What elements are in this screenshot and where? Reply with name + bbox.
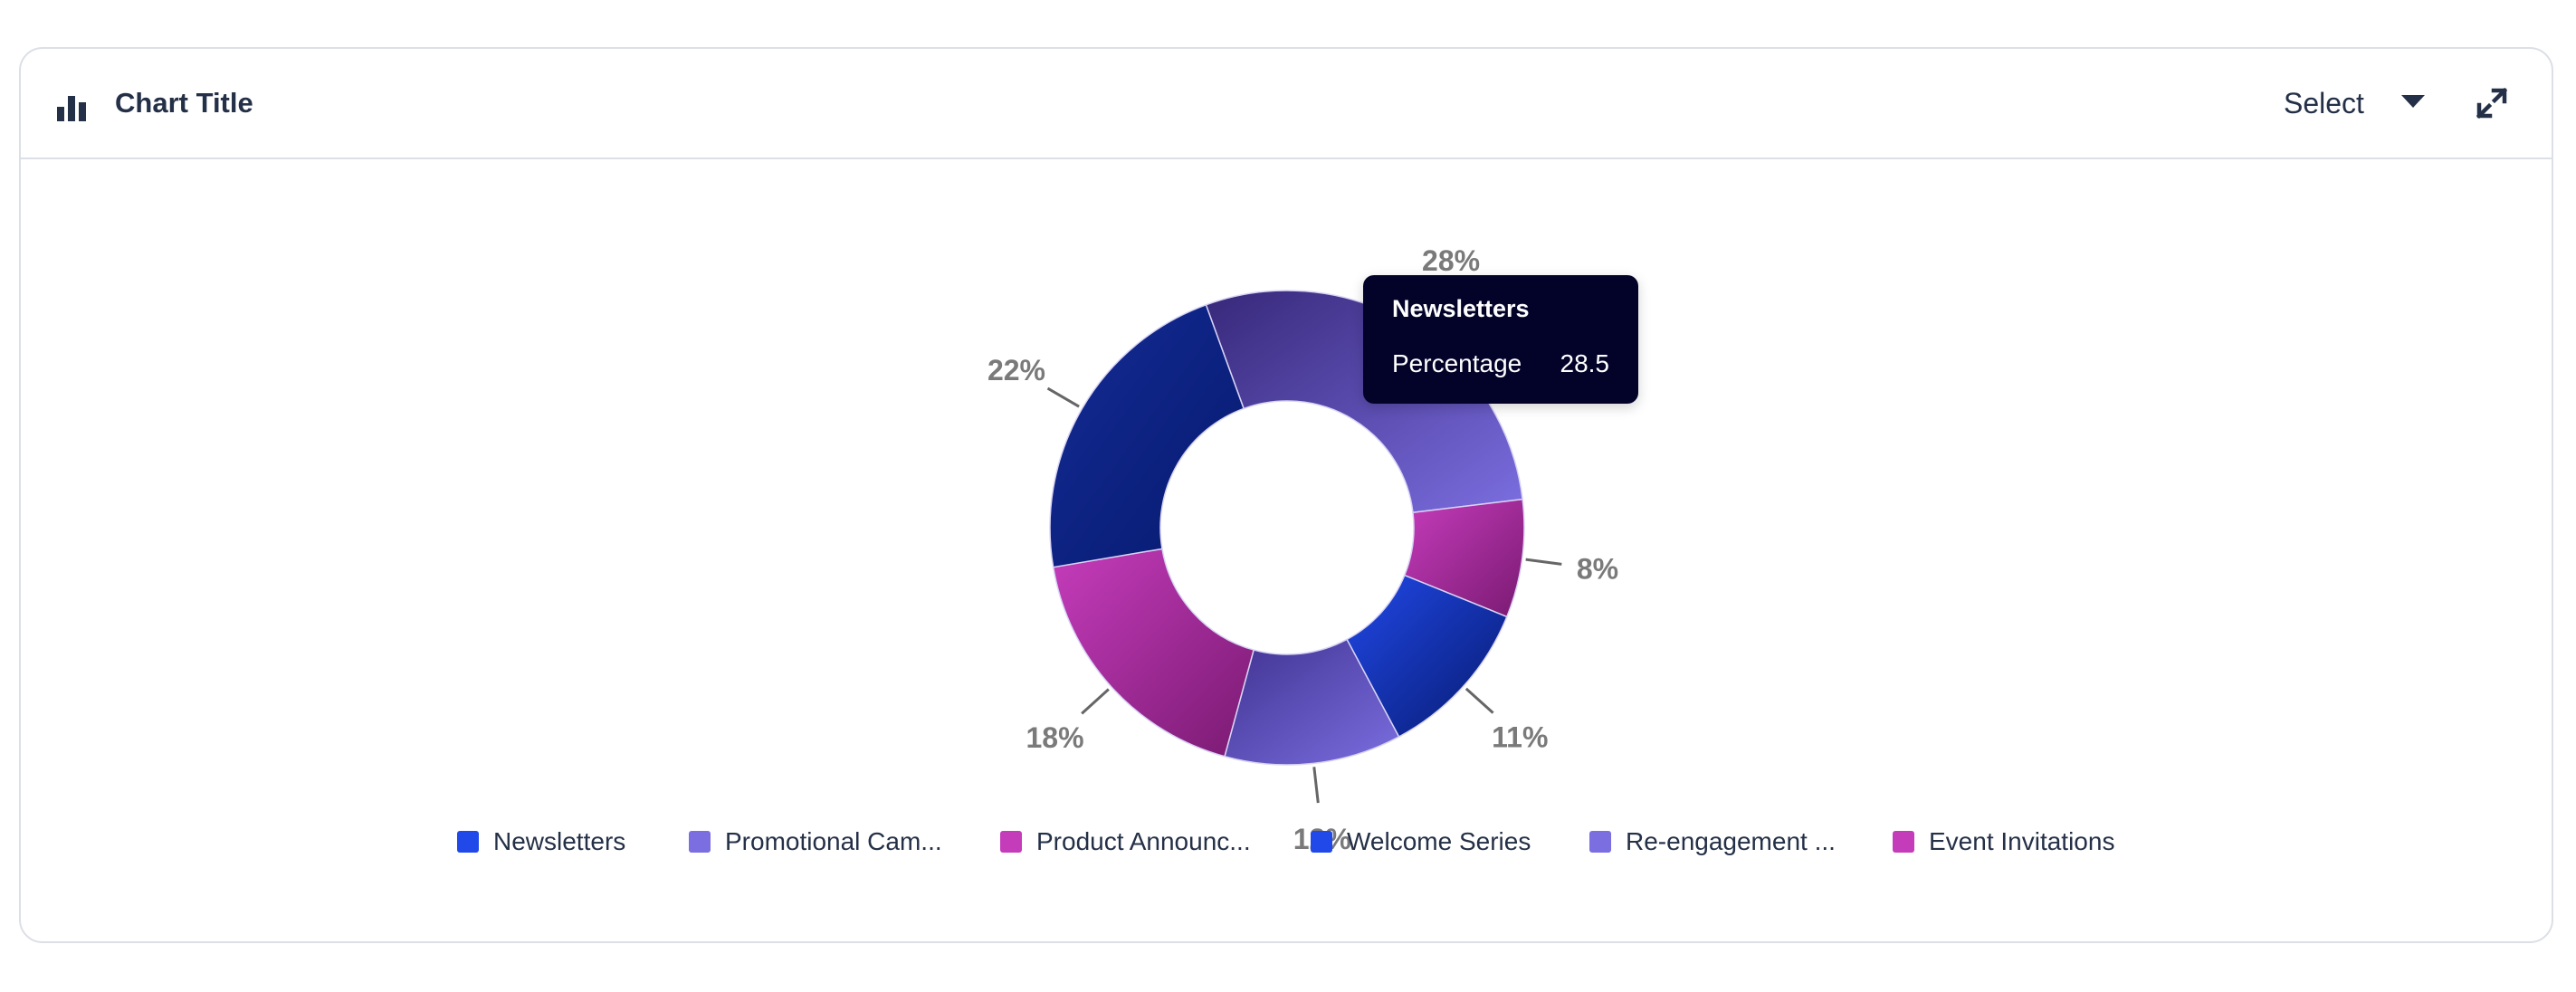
slice-label: 11% — [1492, 720, 1548, 753]
legend-swatch — [457, 831, 479, 853]
bar-chart-icon — [57, 96, 86, 121]
expand-icon[interactable] — [2472, 83, 2512, 123]
chart-title: Chart Title — [115, 87, 253, 119]
chart-card: Chart Title Select — [19, 47, 2553, 943]
legend-label: Event Invitations — [1929, 827, 2115, 855]
leader-line — [1081, 688, 1110, 715]
slice-label: 8% — [1577, 553, 1618, 586]
slice-label: 22% — [987, 354, 1045, 386]
donut-slice[interactable] — [1205, 290, 1523, 514]
legend-label: Product Announc... — [1036, 827, 1251, 855]
chart-header: Chart Title Select — [21, 49, 2552, 159]
slice-label: 18% — [1026, 721, 1083, 754]
legend-swatch — [1589, 831, 1611, 853]
select-label: Select — [2284, 87, 2364, 119]
leader-line — [1312, 767, 1320, 804]
donut-slice[interactable] — [1052, 548, 1255, 758]
legend-swatch — [1311, 831, 1332, 853]
legend-swatch — [1000, 831, 1022, 853]
leader-line — [1525, 558, 1562, 566]
legend-label: Promotional Cam... — [725, 827, 942, 855]
slice-label: 28% — [1422, 244, 1480, 277]
tooltip-title: Newsletters — [1392, 295, 1530, 322]
donut-slice[interactable] — [1049, 303, 1245, 568]
legend-label: Welcome Series — [1347, 827, 1531, 855]
legend-swatch — [1893, 831, 1914, 853]
tooltip-label: Percentage — [1392, 349, 1522, 377]
legend-label: Re-engagement ... — [1626, 827, 1836, 855]
legend-label: Newsletters — [493, 827, 626, 855]
leader-line — [1465, 687, 1494, 714]
leader-line — [1046, 386, 1080, 408]
select-dropdown[interactable]: Select — [2284, 72, 2465, 134]
caret-down-icon — [2401, 95, 2425, 108]
tooltip-value: 28.5 — [1560, 349, 1610, 377]
legend-swatch — [689, 831, 711, 853]
chart-tooltip: Newsletters Percentage 28.5 — [1363, 275, 1638, 404]
